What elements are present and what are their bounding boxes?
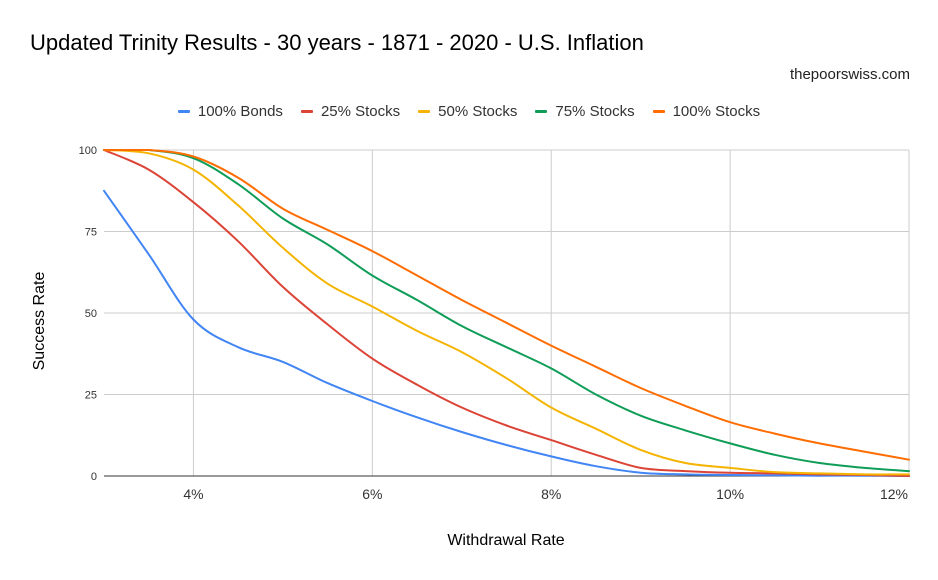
legend-label: 100% Bonds xyxy=(197,103,283,120)
y-tick-label: 75 xyxy=(85,227,97,239)
legend-swatch xyxy=(652,110,665,113)
legend-item[interactable]: 25% Stocks xyxy=(300,103,401,120)
legend-item[interactable]: 100% Stocks xyxy=(652,103,761,120)
x-axis-label: Withdrawal Rate xyxy=(447,532,565,549)
y-tick-label: 25 xyxy=(85,390,97,402)
y-tick-label: 50 xyxy=(85,308,97,320)
x-tick-label: 12% xyxy=(880,486,908,502)
x-tick-label: 4% xyxy=(183,486,203,502)
series-line xyxy=(103,149,910,476)
y-tick-label: 100 xyxy=(79,145,97,157)
legend-swatch xyxy=(418,110,431,113)
legend-swatch xyxy=(177,110,190,113)
legend-item[interactable]: 100% Bonds xyxy=(177,103,283,120)
legend-item[interactable]: 50% Stocks xyxy=(418,103,517,120)
legend-label: 100% Stocks xyxy=(672,103,761,120)
y-axis-label: Success Rate xyxy=(31,271,48,371)
legend-label: 50% Stocks xyxy=(438,103,518,120)
series-line xyxy=(103,149,910,477)
x-tick-label: 6% xyxy=(362,486,382,502)
series-line xyxy=(103,149,910,461)
legend-swatch xyxy=(535,110,548,113)
legend: 100% Bonds 25% Stocks 50% Stocks 75% Sto… xyxy=(0,103,938,120)
x-tick-label: 10% xyxy=(716,486,744,502)
series-line xyxy=(103,149,910,473)
chart-title: Updated Trinity Results - 30 years - 187… xyxy=(30,30,644,55)
y-tick-label: 0 xyxy=(91,471,97,483)
series-line xyxy=(103,189,910,477)
legend-item[interactable]: 75% Stocks xyxy=(535,103,635,120)
legend-label: 75% Stocks xyxy=(555,103,635,120)
legend-label: 25% Stocks xyxy=(320,103,401,120)
legend-swatch xyxy=(300,110,313,113)
x-tick-label: 8% xyxy=(541,486,561,502)
chart-subtitle: thepoorswiss.com xyxy=(789,66,910,83)
